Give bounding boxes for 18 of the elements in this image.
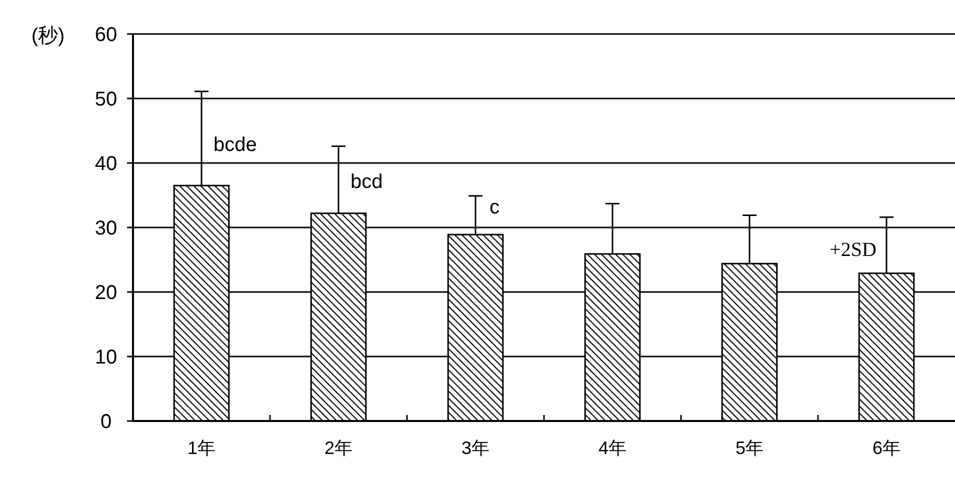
annotation: bcde (214, 134, 257, 156)
annotation: c (490, 196, 500, 219)
annotation: bcd (350, 170, 383, 193)
y-tick-label: 40 (94, 153, 118, 175)
y-tick-label: 10 (94, 346, 118, 368)
x-tick-label: 3年 (461, 438, 490, 458)
y-tick-label: 30 (94, 218, 118, 240)
x-tick-label: 2年 (324, 438, 353, 458)
y-tick-label: 60 (94, 24, 118, 46)
x-tick-label: 1年 (187, 438, 216, 458)
y-tick-label: 0 (100, 411, 112, 433)
y-tick-label: 50 (94, 88, 118, 110)
x-tick-label: 5年 (735, 438, 764, 458)
x-tick-label: 6年 (872, 438, 901, 458)
y-axis-title: (秒) (31, 25, 65, 47)
annotation: +2SD (830, 239, 876, 262)
y-tick-label: 20 (94, 282, 118, 304)
x-tick-label: 4年 (598, 438, 627, 458)
